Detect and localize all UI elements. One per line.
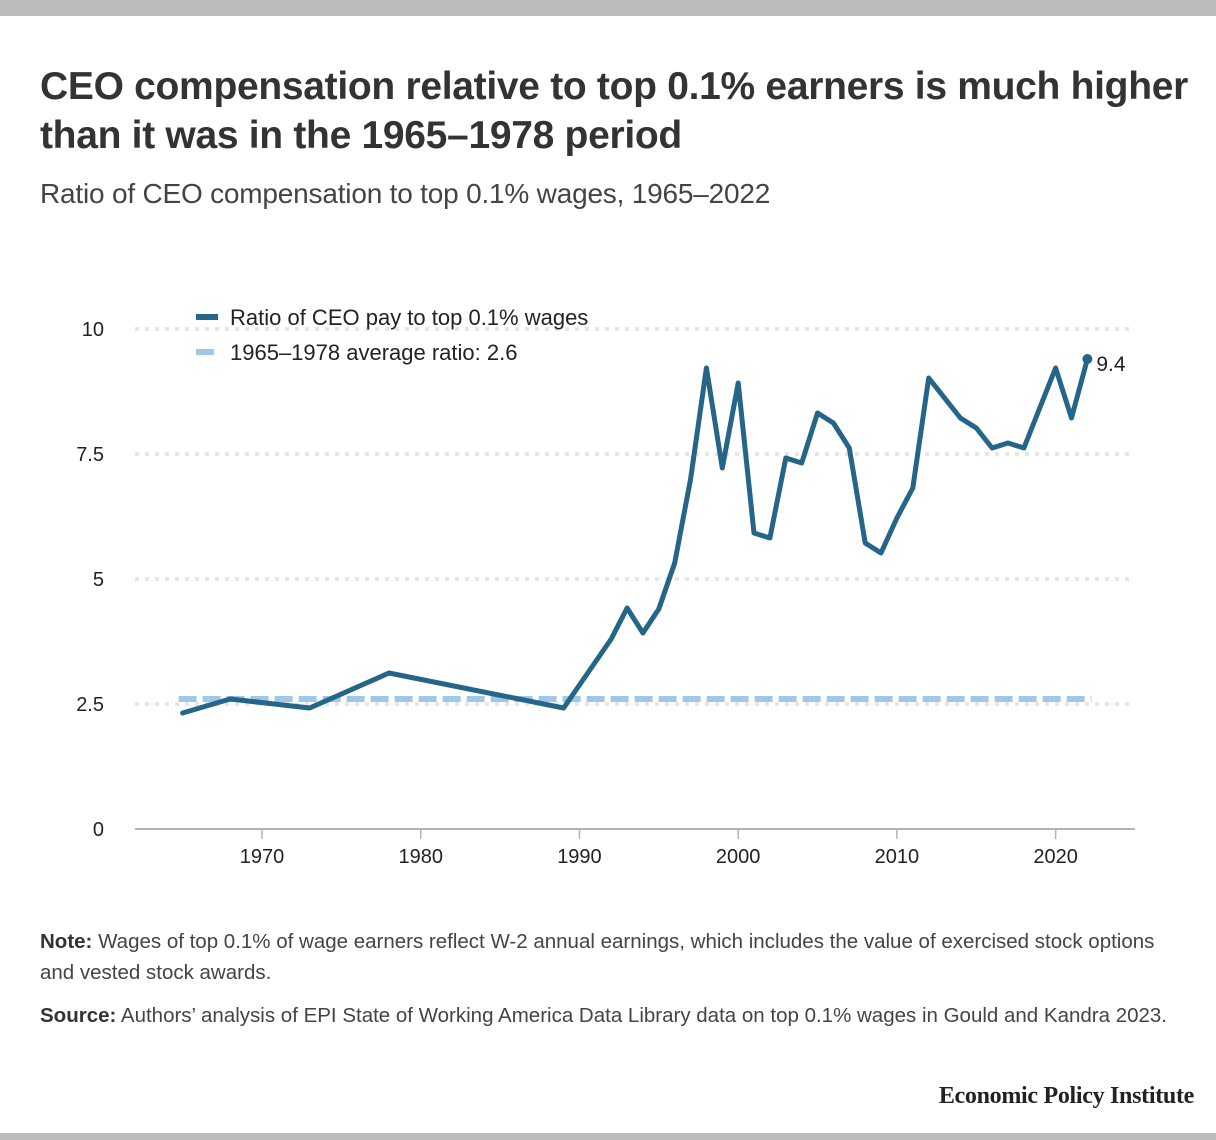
x-tick-label: 1980 <box>398 846 443 868</box>
y-tick-label: 2.5 <box>76 694 104 716</box>
ceo-ratio-line <box>180 356 1090 716</box>
note: Note: Wages of top 0.1% of wage earners … <box>40 926 1180 988</box>
y-tick-label: 7.5 <box>76 444 104 466</box>
x-tick-label: 2010 <box>875 846 920 868</box>
x-tick-label: 1990 <box>557 846 602 868</box>
brand-logo: Economic Policy Institute <box>938 1083 1194 1109</box>
note-label: Note: <box>40 930 93 953</box>
x-tick-label: 2020 <box>1033 846 1078 868</box>
source-text: Authors’ analysis of EPI State of Workin… <box>116 1004 1167 1027</box>
source: Source: Authors’ analysis of EPI State o… <box>40 1000 1180 1031</box>
y-tick-label: 10 <box>82 319 104 341</box>
x-axis: 1970 1980 1990 2000 2010 2020 <box>135 828 1135 868</box>
end-point-marker <box>1082 354 1093 364</box>
y-axis: 0 2.5 5 7.5 10 <box>76 319 104 841</box>
legend: Ratio of CEO pay to top 0.1% wages 1965–… <box>196 305 588 365</box>
chart-subtitle: Ratio of CEO compensation to top 0.1% wa… <box>40 178 771 209</box>
legend-swatch-ceo-ratio <box>196 314 218 320</box>
legend-label-average: 1965–1978 average ratio: 2.6 <box>230 340 517 365</box>
y-tick-label: 0 <box>93 819 104 841</box>
x-tick-label: 1970 <box>240 846 285 868</box>
series-group: 9.4 <box>178 353 1126 716</box>
y-tick-label: 5 <box>93 569 104 591</box>
legend-swatch-average <box>196 349 214 355</box>
x-tick-label: 2000 <box>716 846 761 868</box>
line-chart: 02.557.510 1970 1980 1990 2000 2010 2020 9.4 … <box>76 305 1135 868</box>
legend-label-ceo-ratio: Ratio of CEO pay to top 0.1% wages <box>230 305 588 330</box>
source-label: Source: <box>40 1004 117 1027</box>
gridlines <box>135 327 1135 706</box>
end-value-label: 9.4 <box>1096 353 1126 376</box>
bottom-border <box>0 1133 1216 1140</box>
note-text: Wages of top 0.1% of wage earners reflec… <box>40 930 1155 984</box>
top-border <box>0 0 1216 16</box>
chart-title: CEO compensation relative to top 0.1% ea… <box>40 65 1188 157</box>
